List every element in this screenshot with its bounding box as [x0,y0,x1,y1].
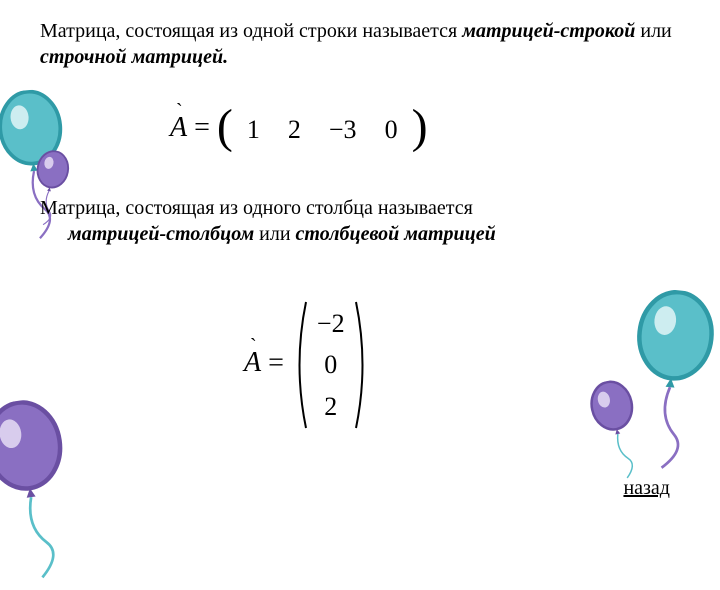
right-paren: ) [412,99,428,154]
formula2-var: `A [244,347,261,378]
col-val-0: −2 [317,303,345,345]
text2-middle: или [254,223,295,245]
row-val-0: 1 [247,115,260,145]
text2-term1: матрицей-столбцом [68,223,254,245]
text1-term2: строчной матрицей. [40,46,228,68]
row-val-2: −3 [329,115,357,145]
big-left-paren [291,300,309,430]
back-link[interactable]: назад [623,477,670,500]
text2-term2: столбцевой матрицей [296,223,496,245]
col-val-1: 0 [324,344,337,386]
equals-sign-2: = [268,347,291,378]
left-paren: ( [217,99,233,154]
text1-term1: матрицей-строкой [462,20,635,42]
definition-row-matrix: Матрица, состоящая из одной строки назыв… [40,18,680,70]
formula-row-matrix: `A = ( 1 2 −3 0 ) [170,102,428,157]
column-matrix-body: −2 0 2 [291,300,371,430]
definition-column-matrix: Матрица, состоящая из одного столбца наз… [40,195,680,247]
row-val-1: 2 [288,115,301,145]
text2-prefix: Матрица, состоящая из одного столбца наз… [40,197,473,219]
equals-sign: = [194,112,217,143]
formula-column-matrix: `A = −2 0 2 [244,300,371,430]
slide: Матрица, состоящая из одной строки назыв… [0,0,720,540]
text1-prefix: Матрица, состоящая из одной строки назыв… [40,20,462,42]
col-val-2: 2 [324,386,337,428]
formula1-var: `A [170,112,187,143]
row-val-3: 0 [385,115,398,145]
text1-middle: или [635,20,671,42]
big-right-paren [353,300,371,430]
row-matrix-body: ( 1 2 −3 0 ) [217,102,428,157]
